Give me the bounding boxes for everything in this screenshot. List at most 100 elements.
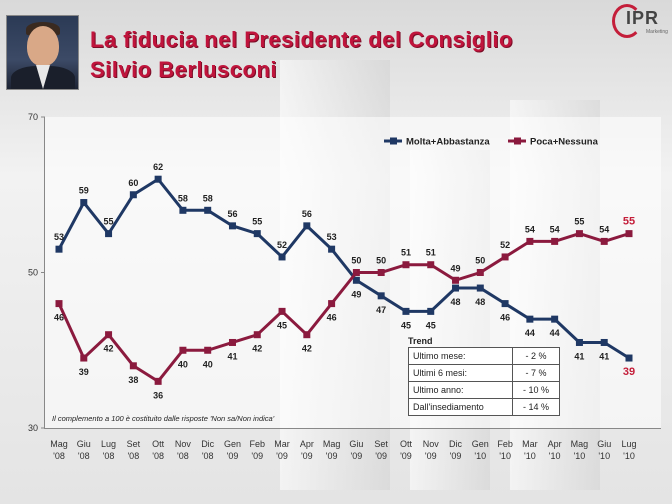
- data-point-marker: [129, 191, 137, 199]
- x-tick-label: Mar: [522, 439, 538, 449]
- data-point-marker: [352, 276, 360, 284]
- trend-table: Ultimo mese: - 2 % Ultimi 6 mesi: - 7 % …: [408, 347, 560, 416]
- data-label: 38: [128, 375, 138, 385]
- x-tick-label: Mag: [323, 439, 341, 449]
- legend-swatch-marker: [514, 137, 521, 145]
- x-tick-label: Lug: [101, 439, 116, 449]
- data-label: 56: [227, 209, 237, 219]
- data-label: 42: [252, 344, 262, 354]
- data-point-marker: [501, 253, 509, 261]
- data-label: 42: [302, 344, 312, 354]
- title-line-1: La fiducia nel Presidente del Consiglio: [90, 27, 513, 52]
- x-tick-label: '08: [152, 451, 164, 461]
- x-tick-label: '09: [301, 451, 313, 461]
- data-label: 52: [277, 240, 287, 250]
- data-label: 55: [574, 217, 584, 227]
- data-label: 41: [599, 351, 609, 361]
- x-tick-label: '09: [276, 451, 288, 461]
- data-point-marker: [402, 307, 410, 315]
- trend-panel: Trend Ultimo mese: - 2 % Ultimi 6 mesi: …: [408, 336, 560, 416]
- data-label: 45: [426, 320, 436, 330]
- data-point-marker: [105, 331, 113, 339]
- title-line-2: Silvio Berlusconi: [90, 57, 277, 82]
- trend-row: Ultimi 6 mesi: - 7 %: [408, 364, 560, 382]
- ipr-logo: IPR Marketing: [612, 4, 668, 38]
- trend-label: Ultimo anno:: [408, 381, 513, 399]
- data-label: 40: [203, 359, 213, 369]
- trend-label: Ultimi 6 mesi:: [408, 364, 513, 382]
- data-point-marker: [228, 222, 236, 230]
- legend-label: Poca+Nessuna: [530, 137, 599, 148]
- data-point-marker: [551, 237, 559, 245]
- data-label: 58: [203, 193, 213, 203]
- data-point-marker: [476, 269, 484, 276]
- data-label: 50: [475, 256, 485, 266]
- data-point-marker: [154, 175, 162, 183]
- data-point-marker: [55, 245, 63, 253]
- data-label: 42: [104, 344, 114, 354]
- trend-value: - 2 %: [512, 347, 560, 365]
- y-tick-label: 30: [28, 423, 38, 433]
- trend-row: Ultimo mese: - 2 %: [408, 347, 560, 365]
- x-tick-label: '09: [425, 451, 437, 461]
- x-tick-label: '09: [375, 451, 387, 461]
- logo-text: IPR: [626, 8, 660, 28]
- x-tick-label: '10: [474, 451, 486, 461]
- data-point-marker: [476, 284, 484, 292]
- x-tick-label: '10: [574, 451, 586, 461]
- data-label: 55: [252, 217, 262, 227]
- trend-value: - 10 %: [512, 381, 560, 399]
- data-point-marker: [501, 300, 509, 308]
- data-label: 52: [500, 240, 510, 250]
- x-tick-label: Giu: [597, 439, 611, 449]
- data-label: 46: [54, 313, 64, 323]
- x-tick-label: '09: [351, 451, 363, 461]
- x-tick-label: Feb: [250, 439, 266, 449]
- data-label: 45: [277, 320, 287, 330]
- data-label: 46: [327, 313, 337, 323]
- data-point-marker: [452, 276, 460, 284]
- logo-subtext: Marketing: [646, 29, 668, 35]
- data-label: 48: [451, 297, 461, 307]
- x-tick-label: '08: [78, 451, 90, 461]
- data-point-marker: [427, 307, 435, 315]
- data-label: 62: [153, 162, 163, 172]
- series-line-molta-abbastanza: [57, 177, 630, 360]
- x-tick-label: '08: [53, 451, 65, 461]
- data-label: 44: [550, 328, 560, 338]
- data-point-marker: [600, 237, 608, 245]
- data-point-marker: [377, 269, 385, 276]
- y-tick-label: 50: [28, 268, 38, 278]
- data-label: 39: [623, 366, 635, 378]
- data-point-marker: [80, 354, 88, 362]
- data-label: 46: [500, 313, 510, 323]
- x-tick-label: Giu: [77, 439, 91, 449]
- data-point-marker: [575, 230, 583, 238]
- data-label: 51: [426, 248, 436, 258]
- data-label: 47: [376, 305, 386, 315]
- legend-label: Molta+Abbastanza: [406, 137, 490, 148]
- data-point-marker: [328, 245, 336, 253]
- data-point-marker: [253, 230, 261, 238]
- data-label: 41: [227, 351, 237, 361]
- data-point-marker: [278, 253, 286, 261]
- data-label: 54: [525, 224, 535, 234]
- x-tick-label: Apr: [300, 439, 314, 449]
- data-label: 51: [401, 248, 411, 258]
- data-point-marker: [105, 230, 113, 238]
- data-point-marker: [551, 315, 559, 323]
- x-tick-label: Gen: [472, 439, 489, 449]
- data-label: 41: [574, 351, 584, 361]
- data-point-marker: [625, 354, 633, 362]
- data-label: 48: [475, 297, 485, 307]
- x-tick-label: Gen: [224, 439, 241, 449]
- x-tick-label: Ott: [152, 439, 165, 449]
- trend-label: Dall'insediamento: [408, 398, 513, 416]
- data-point-marker: [328, 300, 336, 308]
- x-tick-label: Giu: [349, 439, 363, 449]
- x-tick-label: '10: [623, 451, 635, 461]
- x-tick-label: '10: [549, 451, 561, 461]
- x-tick-label: '09: [227, 451, 239, 461]
- data-label: 39: [79, 367, 89, 377]
